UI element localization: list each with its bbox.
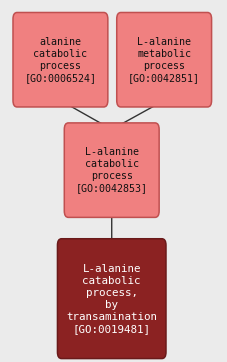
Text: L-alanine
catabolic
process
[GO:0042853]: L-alanine catabolic process [GO:0042853] [75,147,147,193]
FancyBboxPatch shape [116,13,211,107]
FancyBboxPatch shape [57,239,165,358]
Text: alanine
catabolic
process
[GO:0006524]: alanine catabolic process [GO:0006524] [24,37,96,83]
FancyBboxPatch shape [64,123,158,217]
FancyBboxPatch shape [13,13,107,107]
Text: L-alanine
metabolic
process
[GO:0042851]: L-alanine metabolic process [GO:0042851] [128,37,199,83]
Text: L-alanine
catabolic
process,
by
transamination
[GO:0019481]: L-alanine catabolic process, by transami… [66,264,157,334]
